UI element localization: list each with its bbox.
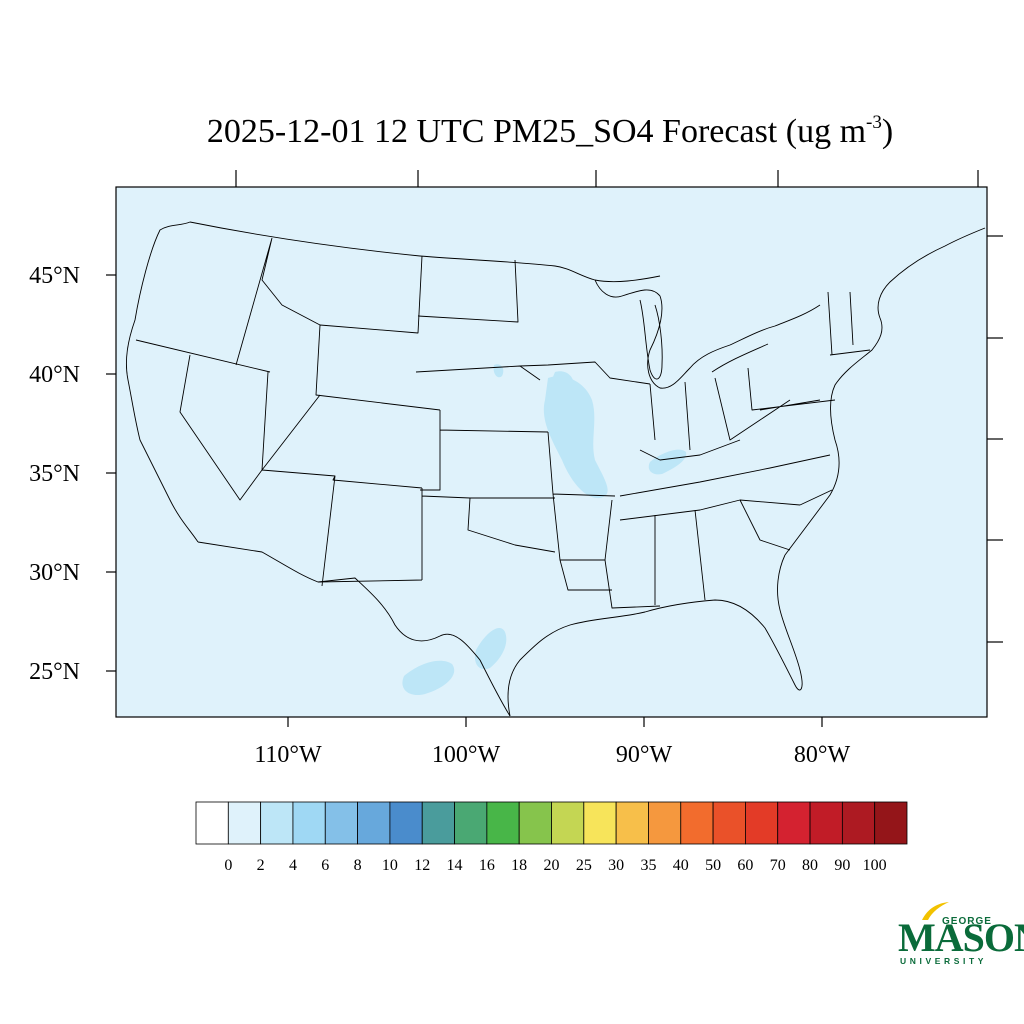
east-coast xyxy=(784,227,986,556)
colorbar-swatch xyxy=(583,801,617,845)
colorbar-label: 18 xyxy=(511,857,527,874)
colorbar-label: 80 xyxy=(802,857,818,874)
gmu-logo: GEORGE MASON UNIVERSITY xyxy=(898,900,1024,970)
colorbar-label: 50 xyxy=(705,857,721,874)
colorbar-label: 6 xyxy=(321,857,329,874)
lat-label: 30°N xyxy=(29,560,80,586)
us-boundaries xyxy=(125,221,986,717)
patch-midwest xyxy=(543,376,608,499)
colorbar-label: 20 xyxy=(544,857,560,874)
colorbar-swatch xyxy=(195,801,229,845)
logo-main-text: MASON xyxy=(898,915,1024,960)
patch-iowa xyxy=(550,371,574,396)
gulf-coast xyxy=(507,554,803,717)
colorbar-swatch xyxy=(874,801,908,845)
colorbar-label: 90 xyxy=(834,857,850,874)
lat-label: 25°N xyxy=(29,659,80,685)
colorbar-swatch xyxy=(680,801,714,845)
colorbar-label: 16 xyxy=(479,857,495,874)
colorbar-label: 10 xyxy=(382,857,398,874)
mexico-border xyxy=(197,541,511,717)
colorbar-label: 12 xyxy=(414,857,430,874)
patch-texas-south xyxy=(402,660,455,696)
title-close: ) xyxy=(881,113,894,150)
colorbar-swatch xyxy=(518,801,552,845)
map-frame xyxy=(115,186,988,718)
us-west-coast xyxy=(125,221,199,543)
us-canada-border xyxy=(189,221,661,283)
colorbar-swatch xyxy=(357,801,391,845)
title-main: 2025-12-01 12 UTC PM25_SO4 Forecast (ug … xyxy=(206,113,867,150)
logo-bottom-text: UNIVERSITY xyxy=(900,956,988,966)
logo-top-text: GEORGE xyxy=(942,916,992,927)
colorbar-label: 14 xyxy=(447,857,463,874)
colorbar-label: 0 xyxy=(224,857,232,874)
patch-texas-east xyxy=(474,628,507,670)
title-superscript: -3 xyxy=(866,112,882,133)
colorbar-swatch xyxy=(712,801,746,845)
colorbar-label: 4 xyxy=(289,857,297,874)
patch-kentucky xyxy=(648,449,687,475)
colorbar-swatch xyxy=(745,801,779,845)
colorbar-swatch xyxy=(260,801,294,845)
lake-erie xyxy=(711,343,769,373)
longitude-axis: 110°W 100°W 90°W 80°W xyxy=(254,717,850,768)
colorbar-label: 100 xyxy=(863,857,887,874)
latitude-axis: 45°N 40°N 35°N 30°N 25°N xyxy=(29,263,116,685)
lon-label: 100°W xyxy=(432,742,501,768)
colorbar-label: 8 xyxy=(354,857,362,874)
lat-label: 40°N xyxy=(29,362,80,388)
great-lakes xyxy=(594,279,821,389)
top-ticks xyxy=(235,170,979,187)
lat-label: 45°N xyxy=(29,263,80,289)
colorbar-label: 2 xyxy=(257,857,265,874)
logo-swoosh-icon xyxy=(922,902,949,920)
colorbar-swatch xyxy=(421,801,455,845)
lat-label: 35°N xyxy=(29,461,80,487)
colorbar-label: 25 xyxy=(576,857,592,874)
lon-label: 90°W xyxy=(616,742,673,768)
colorbar-swatch xyxy=(777,801,811,845)
colorbar-swatch xyxy=(292,801,326,845)
colorbar-swatch xyxy=(389,801,423,845)
colorbar-labels: 0 2 4 6 8 10 12 14 16 18 20 25 30 35 40 50 60 70 80 90 100 xyxy=(224,857,886,874)
colorbar-swatch xyxy=(841,801,876,845)
colorbar-swatch xyxy=(486,801,520,845)
lake-michigan xyxy=(639,299,663,380)
colorbar-label: 40 xyxy=(673,857,689,874)
colorbar-swatch xyxy=(615,801,649,845)
colorbar xyxy=(195,801,908,845)
map-title: 2025-12-01 12 UTC PM25_SO4 Forecast (ug … xyxy=(0,112,1024,151)
colorbar-swatch xyxy=(551,801,585,845)
right-ticks xyxy=(987,235,1003,643)
colorbar-label: 35 xyxy=(640,857,656,874)
colorbar-swatch xyxy=(227,801,262,845)
patch-texas-west xyxy=(428,664,438,673)
state-lines xyxy=(135,237,871,609)
colorbar-swatch xyxy=(648,801,682,845)
colorbar-label: 30 xyxy=(608,857,624,874)
colorbar-swatch xyxy=(324,801,358,845)
colorbar-swatch xyxy=(454,801,488,845)
lon-label: 80°W xyxy=(794,742,851,768)
colorbar-swatch xyxy=(809,801,843,845)
colorbar-label: 70 xyxy=(770,857,786,874)
lon-label: 110°W xyxy=(254,742,322,768)
colorbar-label: 60 xyxy=(737,857,753,874)
